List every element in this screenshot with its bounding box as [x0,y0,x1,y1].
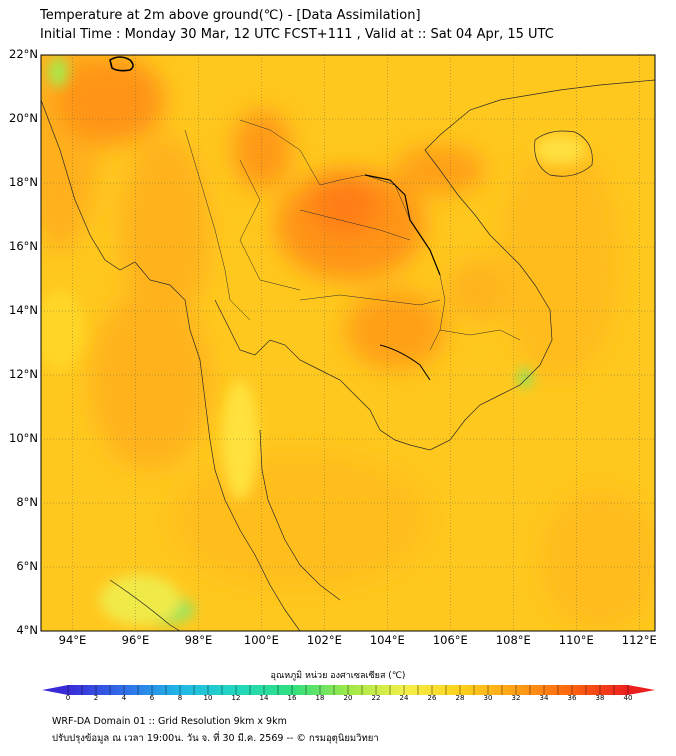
temperature-field [41,55,655,631]
lon-label: 96°E [121,633,150,647]
lat-label: 10°N [9,431,38,445]
border-mekong [364,174,441,276]
lat-label: 12°N [9,367,38,381]
colorbar-tick-label: 22 [371,694,381,702]
zone-isan-core [310,175,380,235]
lat-label: 20°N [9,111,38,125]
colorbar-tick-label: 4 [121,694,127,702]
zone-mild-bay [41,290,85,370]
lon-label: 106°E [432,633,468,647]
lon-label: 98°E [184,633,213,647]
map-frame [40,54,656,632]
lat-label: 4°N [16,623,38,637]
lon-label: 108°E [495,633,531,647]
lat-label: 8°N [16,495,38,509]
colorbar-high-arrow [628,685,655,695]
colorbar-tick-label: 18 [315,694,325,702]
lon-label: 104°E [369,633,405,647]
lat-label: 18°N [9,175,38,189]
zone-gulf [170,450,430,590]
zone-cambodia [345,290,445,370]
lon-label: 102°E [306,633,342,647]
zone-south-china-sea [500,140,620,380]
lat-label: 16°N [9,239,38,253]
colorbar-tick-label: 16 [287,694,297,702]
border-provinces-isan [299,209,411,241]
zone-north-thailand [232,110,292,190]
colorbar-title: อุณหภูมิ หน่วย องศาเซลเซียส (℃) [270,671,406,681]
colorbar-tick-label: 8 [177,694,183,702]
zone-cool-northwest [48,57,68,87]
colorbar-tick-label: 30 [483,694,493,702]
lon-label: 100°E [243,633,279,647]
zone-cool-vietnam [518,368,532,388]
colorbar-tick-label: 28 [455,694,465,702]
colorbar-tick-label: 14 [259,694,269,702]
warm-zones [41,55,655,630]
colorbar-tick-label: 2 [93,694,99,702]
chart-subtitle: Initial Time : Monday 30 Mar, 12 UTC FCS… [40,27,554,42]
lat-label: 6°N [16,559,38,573]
zone-north-myanmar [55,55,165,145]
colorbar-tick-label: 12 [231,694,241,702]
colorbar-tick-label: 34 [539,694,549,702]
lon-label: 94°E [58,633,87,647]
lon-label: 112°E [621,633,657,647]
zone-hainan [535,135,585,165]
myanmar-west-coast [41,99,301,631]
zone-south-east [540,490,655,630]
footer-update-info: ปรับปรุงข้อมูล ณ เวลา 19:00น. วัน จ. ที่… [52,733,379,744]
lat-label: 22°N [9,47,38,61]
lat-label: 14°N [9,303,38,317]
colorbar-tick-label: 40 [623,694,633,702]
colorbar-tick-label: 0 [65,694,71,702]
zone-mild-sumatra [100,575,180,625]
cool-zones [41,57,585,625]
border-provinces-north [239,159,301,291]
zone-andaman-sea [90,290,210,470]
border-thailand-cambodia [299,294,441,306]
colorbar-tick-marks [67,685,629,695]
sumatra-coast [109,579,181,631]
gulf-west-coast [259,429,341,601]
colorbar-tick-label: 26 [427,694,437,702]
colorbar-tick-label: 6 [149,694,155,702]
hainan-coast [534,130,593,177]
contour-36c [109,56,134,72]
lon-label: 110°E [558,633,594,647]
colorbar-low-arrow [42,685,68,695]
gulf-and-vietnam-coast [214,79,655,451]
zone-laos-south [445,260,515,320]
border-tonle-sap [379,344,431,381]
coastlines [41,79,655,631]
border-myanmar-thailand [184,129,251,321]
zone-mild-peninsula [222,380,258,500]
border-cambodia-vietnam [439,329,521,341]
colorbar-tick-label: 36 [567,694,577,702]
colorbar-tick-label: 38 [595,694,605,702]
colorbar-tick-label: 32 [511,694,521,702]
chart-title: Temperature at 2m above ground(℃) - [Dat… [40,8,421,23]
zone-central-myanmar [120,135,210,325]
colorbar-tick-label: 20 [343,694,353,702]
colorbar-tick-label: 10 [203,694,213,702]
colorbar-tick-label: 24 [399,694,409,702]
footer-model-info: WRF-DA Domain 01 :: Grid Resolution 9km … [52,716,287,727]
